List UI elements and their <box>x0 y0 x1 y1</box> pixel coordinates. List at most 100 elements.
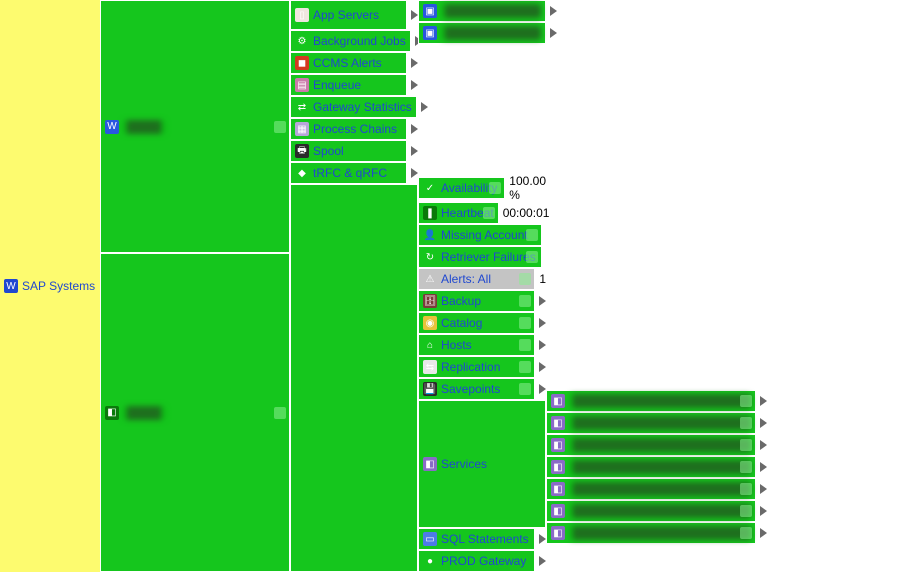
status-icon <box>483 207 495 219</box>
metric-icon: ❚ <box>423 206 437 220</box>
metric-node[interactable]: ◉ Catalog <box>418 312 535 334</box>
category-label: tRFC & qRFC <box>313 166 387 180</box>
expand-icon[interactable] <box>411 58 418 68</box>
expand-icon[interactable] <box>760 528 767 538</box>
service-child-node[interactable]: ◧██████████████████████ <box>546 434 756 456</box>
metric-node[interactable]: ↻Retriever Failures <box>418 246 542 268</box>
category-node[interactable]: ▦Process Chains <box>290 118 407 140</box>
metric-node[interactable]: 👤Missing Account <box>418 224 542 246</box>
category-node[interactable]: ◆ tRFC & qRFC <box>290 162 407 184</box>
metric-value: 100.00 % <box>509 174 546 202</box>
service-child-icon: ◧ <box>551 416 565 430</box>
status-icon <box>519 383 531 395</box>
appserver-child-node[interactable]: ▣ ████████████ <box>418 0 546 22</box>
expand-icon[interactable] <box>539 296 546 306</box>
tail-node[interactable]: ▭ SQL Statements <box>418 528 535 550</box>
metric-node[interactable]: 💾Savepoints <box>418 378 535 400</box>
col-systems: W████◧████ <box>100 0 290 572</box>
metric-node[interactable]: ⚠Alerts: All <box>418 268 535 290</box>
expand-icon[interactable] <box>539 340 546 350</box>
service-child-node[interactable]: ◧██████████████████████ <box>546 412 756 434</box>
services-icon: ◧ <box>423 457 437 471</box>
metric-node[interactable]: ⇆Replication <box>418 356 535 378</box>
expand-icon[interactable] <box>411 168 418 178</box>
expand-icon[interactable] <box>411 146 418 156</box>
expand-icon[interactable] <box>539 318 546 328</box>
metric-label: Catalog <box>441 316 482 330</box>
status-icon <box>740 395 752 407</box>
category-icon: ◆ <box>295 166 309 180</box>
metric-node[interactable]: ✓Availability <box>418 177 505 199</box>
metric-node[interactable]: 🗄Backup <box>418 290 535 312</box>
system-icon: ◧ <box>105 406 119 420</box>
service-child-label: ██████████████████████ <box>569 526 751 540</box>
app-servers-node[interactable]: ▯App Servers <box>290 0 407 30</box>
expand-icon[interactable] <box>411 80 418 90</box>
col5-gap <box>546 0 770 390</box>
expand-icon[interactable] <box>760 506 767 516</box>
status-icon <box>274 407 286 419</box>
appserver-child-node[interactable]: ▣████████████ <box>418 22 546 44</box>
status-icon <box>740 417 752 429</box>
service-child-node[interactable]: ◧██████████████████████ <box>546 478 756 500</box>
status-icon <box>740 461 752 473</box>
category-label: Gateway Statistics <box>313 100 412 114</box>
status-icon <box>519 317 531 329</box>
metric-icon: ⇆ <box>423 360 437 374</box>
tail-label: SQL Statements <box>441 532 529 546</box>
metric-label: Alerts: All <box>441 272 491 286</box>
status-icon <box>489 182 501 194</box>
tail-node[interactable]: ●PROD Gateway <box>418 550 535 572</box>
service-child-label: ██████████████████████ <box>569 394 751 408</box>
expand-icon[interactable] <box>539 534 546 544</box>
metric-label: Missing Account <box>441 228 528 242</box>
category-label: Background Jobs <box>313 34 406 48</box>
appserver-child-label: ████████████ <box>441 4 541 18</box>
sap-systems-node[interactable]: W SAP Systems <box>0 276 100 296</box>
status-icon <box>740 439 752 451</box>
category-icon: ◼ <box>295 56 309 70</box>
service-child-icon: ◧ <box>551 460 565 474</box>
expand-icon[interactable] <box>760 462 767 472</box>
metric-icon: ◉ <box>423 316 437 330</box>
expand-icon[interactable] <box>539 362 546 372</box>
expand-icon[interactable] <box>411 124 418 134</box>
category-label: Enqueue <box>313 78 361 92</box>
services-node[interactable]: ◧Services <box>418 400 546 528</box>
category-node[interactable]: ◼CCMS Alerts <box>290 52 407 74</box>
col3-filler <box>290 184 418 572</box>
tail-label: PROD Gateway <box>441 554 526 568</box>
status-icon <box>519 295 531 307</box>
metric-label: Savepoints <box>441 382 500 396</box>
service-child-node[interactable]: ◧██████████████████████ <box>546 390 756 412</box>
tail-icon: ▭ <box>423 532 437 546</box>
metric-icon: ↻ <box>423 250 437 264</box>
expand-icon[interactable] <box>760 484 767 494</box>
status-icon <box>740 483 752 495</box>
expand-icon[interactable] <box>760 440 767 450</box>
category-icon: ▤ <box>295 78 309 92</box>
service-child-node[interactable]: ◧██████████████████████ <box>546 522 756 544</box>
metric-icon: ✓ <box>423 181 437 195</box>
status-icon <box>519 361 531 373</box>
category-node[interactable]: 🖶Spool <box>290 140 407 162</box>
expand-icon[interactable] <box>539 556 546 566</box>
category-node[interactable]: ⇄Gateway Statistics <box>290 96 417 118</box>
service-child-label: ██████████████████████ <box>569 482 751 496</box>
service-child-label: ██████████████████████ <box>569 504 751 518</box>
service-child-node[interactable]: ◧ ██████████████████████ <box>546 500 756 522</box>
expand-icon[interactable] <box>539 384 546 394</box>
service-child-node[interactable]: ◧██████████████████████ <box>546 456 756 478</box>
system-node[interactable]: ◧████ <box>100 253 290 572</box>
expand-icon[interactable] <box>760 418 767 428</box>
category-node[interactable]: ⚙Background Jobs <box>290 30 411 52</box>
metric-node[interactable]: ⌂Hosts <box>418 334 535 356</box>
expand-icon[interactable] <box>411 10 418 20</box>
category-node[interactable]: ▤ Enqueue <box>290 74 407 96</box>
system-node[interactable]: W████ <box>100 0 290 253</box>
metric-node[interactable]: ❚Heartbeat <box>418 202 499 224</box>
service-child-icon: ◧ <box>551 504 565 518</box>
expand-icon[interactable] <box>760 396 767 406</box>
category-icon: ▦ <box>295 122 309 136</box>
appserver-child-icon: ▣ <box>423 4 437 18</box>
